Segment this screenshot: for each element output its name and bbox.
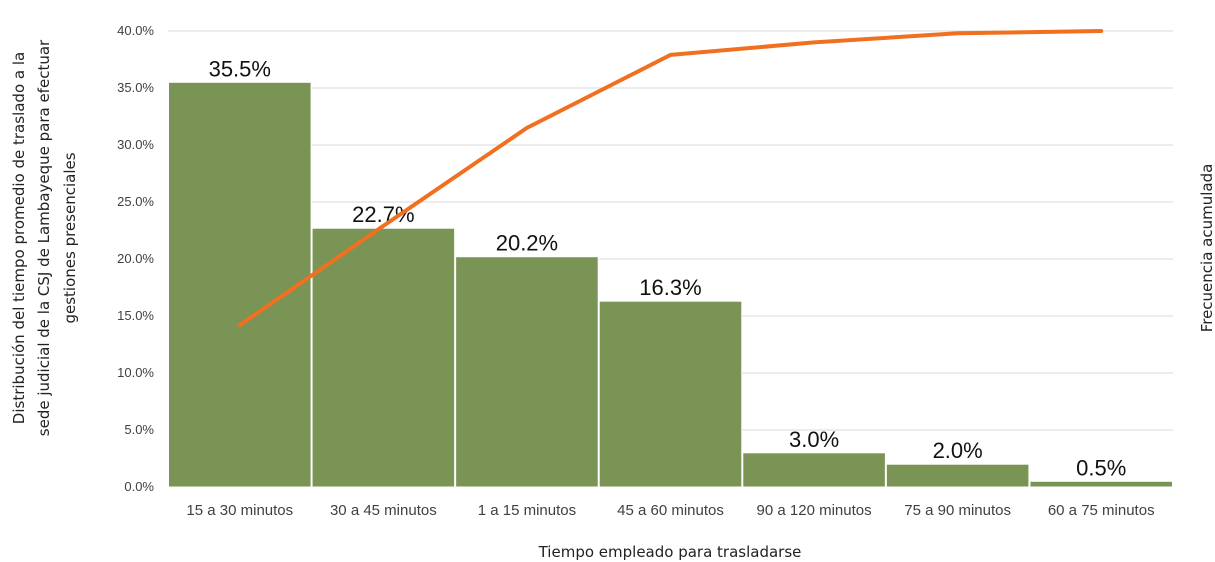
y-tick-label: 25.0% xyxy=(117,194,154,209)
y-tick-label: 5.0% xyxy=(124,422,154,437)
y-tick-label: 15.0% xyxy=(117,308,154,323)
bar xyxy=(1029,480,1174,488)
data-label: 35.5% xyxy=(209,56,271,81)
y-axis-label-line-1: Distribución del tiempo promedio de tras… xyxy=(10,52,28,424)
x-category-label: 60 a 75 minutos xyxy=(1048,502,1155,519)
bar xyxy=(885,463,1030,488)
y-tick-label: 20.0% xyxy=(117,251,154,266)
bar xyxy=(742,452,886,488)
x-category-label: 15 a 30 minutos xyxy=(186,502,293,519)
bar xyxy=(598,300,743,488)
y-tick-label: 10.0% xyxy=(117,365,154,380)
data-label: 0.5% xyxy=(1076,455,1126,480)
y-axis-label-line-3: gestiones presenciales xyxy=(61,152,79,323)
bars xyxy=(168,81,1174,488)
y-tick-label: 35.0% xyxy=(117,80,154,95)
bar xyxy=(168,81,312,488)
bar xyxy=(455,256,599,488)
y-axis-label-line-2: sede judicial de la CSJ de Lambayeque pa… xyxy=(35,39,53,436)
data-label: 16.3% xyxy=(639,275,701,300)
data-label: 20.2% xyxy=(496,231,558,256)
bar xyxy=(311,227,456,488)
data-label: 3.0% xyxy=(789,427,839,452)
data-label: 22.7% xyxy=(352,202,414,227)
cumulative-line xyxy=(237,29,1104,328)
data-labels: 35.5% 22.7% 20.2% 16.3% 3.0% 2.0% 0.5% xyxy=(209,56,1127,480)
cumulative-line-path xyxy=(237,29,1104,328)
data-label: 2.0% xyxy=(933,438,983,463)
x-category-label: 75 a 90 minutos xyxy=(904,502,1011,519)
x-category-label: 1 a 15 minutos xyxy=(478,502,576,519)
x-axis-label: Tiempo empleado para trasladarse xyxy=(538,543,802,561)
x-category-label: 30 a 45 minutos xyxy=(330,502,437,519)
y-tick-label: 40.0% xyxy=(117,23,154,38)
y-axis-ticks: 0.0% 5.0% 10.0% 15.0% 20.0% 25.0% 30.0% 35.0% 40… xyxy=(117,23,154,494)
x-category-label: 45 a 60 minutos xyxy=(617,502,724,519)
x-category-label: 90 a 120 minutos xyxy=(757,502,872,519)
y2-axis-label: Frecuencia acumulada xyxy=(1198,164,1215,333)
y-tick-label: 30.0% xyxy=(117,137,154,152)
x-axis-categories: 15 a 30 minutos 30 a 45 minutos 1 a 15 min… xyxy=(186,502,1154,519)
y-tick-label: 0.0% xyxy=(124,479,154,494)
